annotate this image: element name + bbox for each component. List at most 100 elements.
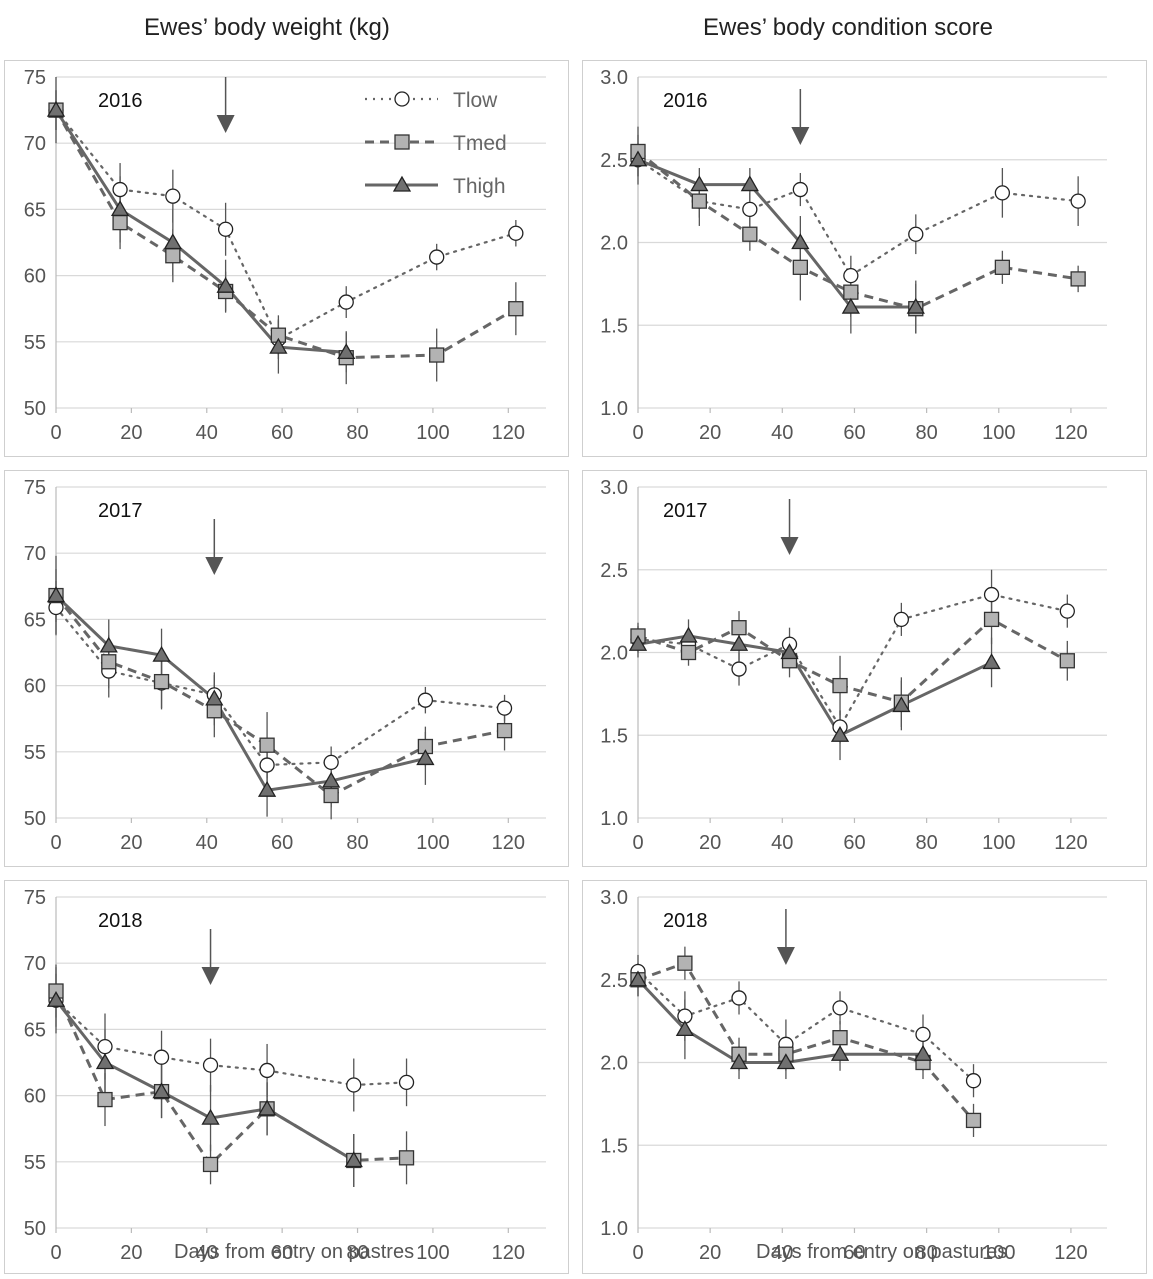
year-label: 2016: [663, 90, 708, 112]
chart-bw-2017: 50 55 60 65 70 75 0 20 40 60 80 100 120 2017: [24, 477, 546, 854]
point-tmed: [742, 226, 758, 242]
left-x-axis-label: Days from entry on pastres: [174, 1241, 415, 1263]
x-tick-label: 120: [1054, 1242, 1087, 1264]
point-tlow: [731, 661, 747, 677]
x-tick-label: 60: [271, 832, 293, 854]
y-tick-label: 1.0: [600, 808, 628, 830]
x-tick-label: 120: [1054, 832, 1087, 854]
point-tlow: [742, 201, 758, 218]
point-tmed: [677, 955, 693, 971]
point-tlow: [259, 757, 275, 773]
x-tick-label: 100: [416, 1242, 449, 1264]
point-thigh: [830, 725, 850, 742]
point-thigh: [416, 749, 435, 766]
point-tlow: [965, 1073, 982, 1089]
chart-bcs-2018: 1.0 1.5 2.0 2.5 3.0 0 20 40 60 80 100 120 2018: [600, 887, 1107, 1264]
point-tmed: [165, 248, 181, 264]
point-tlow: [202, 1057, 219, 1073]
chart-bcs-2016: 1.0 1.5 2.0 2.5 3.0 0 20 40 60 80 100 120 2016: [600, 67, 1107, 444]
point-thigh: [982, 653, 1001, 670]
y-tick-label: 75: [24, 477, 46, 499]
point-thigh: [776, 1053, 796, 1070]
point-thigh: [344, 1151, 363, 1168]
legend-label-tmed: Tmed: [453, 132, 507, 155]
point-tmed: [398, 1150, 415, 1166]
year-label: 2018: [98, 910, 143, 932]
y-tick-label: 3.0: [600, 67, 628, 89]
y-tick-label: 70: [24, 953, 46, 975]
point-thigh: [892, 696, 911, 713]
point-tlow: [1070, 193, 1086, 209]
point-tlow: [112, 181, 128, 198]
y-tick-label: 2.0: [600, 643, 628, 665]
point-tmed: [792, 259, 808, 275]
y-tick-label: 65: [24, 199, 46, 221]
point-tmed: [153, 673, 170, 690]
point-thigh: [46, 990, 66, 1007]
point-tlow: [832, 1000, 848, 1016]
y-tick-label: 2.0: [600, 233, 628, 255]
y-tick-label: 55: [24, 742, 46, 764]
legend-marker-thigh: [392, 175, 412, 192]
x-tick-label: 80: [346, 1242, 368, 1264]
point-tlow: [496, 700, 513, 716]
series-line-thigh: [636, 978, 924, 1064]
legend-label-thigh: Thigh: [453, 175, 506, 198]
series-line-tmed: [637, 150, 1079, 311]
x-tick-label: 100: [982, 832, 1015, 854]
x-tick-label: 20: [699, 832, 721, 854]
point-tlow: [792, 181, 808, 198]
y-tick-label: 3.0: [600, 477, 628, 499]
panel-bcs-2017: 1.0 1.5 2.0 2.5 3.0 0 20 40 60 80 100 120 2017: [582, 470, 1147, 867]
point-tmed: [323, 787, 339, 804]
point-tmed: [429, 347, 445, 363]
point-tlow: [994, 185, 1011, 201]
y-tick-label: 50: [24, 1218, 46, 1240]
point-tmed: [832, 1030, 848, 1046]
y-tick-label: 70: [24, 543, 46, 565]
point-tlow: [731, 990, 747, 1006]
point-tlow: [915, 1026, 931, 1043]
point-tmed: [206, 703, 222, 719]
point-tlow: [346, 1077, 362, 1093]
y-tick-label: 55: [24, 332, 46, 354]
x-tick-label: 0: [50, 832, 61, 854]
x-tick-label: 40: [196, 832, 218, 854]
point-tmed: [680, 644, 697, 661]
point-thigh: [841, 297, 860, 314]
series-line-tlow: [636, 593, 1069, 730]
legend-marker-tmed: [394, 134, 410, 150]
point-thigh: [216, 276, 235, 293]
y-tick-label: 60: [24, 1086, 46, 1108]
x-tick-label: 0: [632, 422, 643, 444]
point-thigh: [690, 175, 709, 192]
y-tick-label: 50: [24, 398, 46, 420]
x-tick-label: 120: [1054, 422, 1087, 444]
x-tick-label: 40: [771, 1242, 793, 1264]
x-tick-label: 100: [982, 1242, 1015, 1264]
y-tick-label: 65: [24, 609, 46, 631]
point-tmed: [691, 193, 707, 209]
chart-bw-2018: 50 55 60 65 70 75 0 20 40 60 80 100 120 2018: [24, 887, 546, 1264]
series-line-tmed: [54, 109, 517, 360]
point-thigh: [152, 645, 171, 662]
point-thigh: [740, 175, 759, 192]
y-tick-label: 60: [24, 676, 46, 698]
point-tlow: [893, 611, 910, 628]
x-tick-label: 40: [771, 832, 793, 854]
point-thigh: [257, 1099, 277, 1116]
x-tick-label: 20: [120, 1242, 142, 1264]
point-thigh: [205, 689, 224, 706]
right-column-title: Ewes’ body condition score: [703, 14, 993, 41]
point-thigh: [830, 1044, 850, 1061]
left-column-title: Ewes’ body weight (kg): [144, 14, 390, 41]
point-tlow: [983, 586, 1000, 603]
series-line-tlow: [636, 158, 1080, 278]
series-line-thigh: [637, 158, 916, 309]
point-tmed: [994, 259, 1011, 275]
point-tmed: [259, 737, 275, 753]
point-tlow: [338, 294, 354, 310]
x-tick-label: 80: [915, 832, 937, 854]
x-tick-label: 120: [492, 422, 525, 444]
x-tick-label: 80: [346, 832, 368, 854]
